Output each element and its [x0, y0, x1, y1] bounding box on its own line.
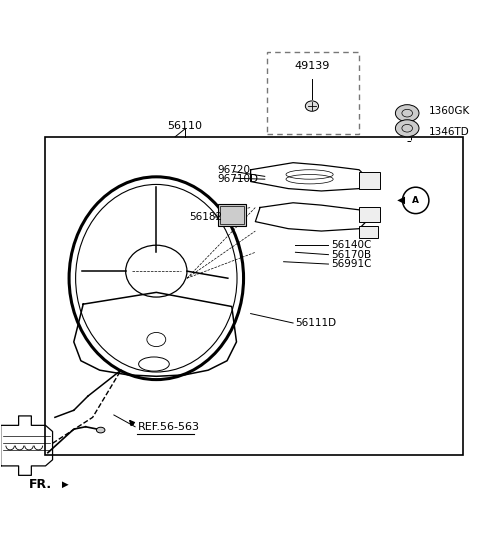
Text: 1346TD: 1346TD [429, 127, 469, 137]
Bar [267, 52, 359, 135]
Ellipse shape [305, 101, 319, 111]
Ellipse shape [396, 120, 419, 137]
Text: 56182: 56182 [189, 212, 222, 222]
Text: 49139: 49139 [294, 61, 330, 71]
Bar [359, 226, 378, 238]
Bar [46, 137, 463, 455]
Ellipse shape [96, 427, 105, 433]
Bar [359, 207, 380, 222]
Text: 56170B: 56170B [331, 249, 371, 260]
Text: 96710D: 96710D [217, 174, 259, 184]
Text: FR.: FR. [29, 478, 52, 491]
Text: 1360GK: 1360GK [429, 106, 470, 116]
Bar [220, 206, 243, 224]
Text: 56991C: 56991C [331, 259, 372, 269]
Text: 96720: 96720 [217, 165, 251, 174]
Ellipse shape [396, 104, 419, 121]
Text: 56110: 56110 [167, 121, 202, 131]
Bar [217, 203, 246, 226]
Text: 56111D: 56111D [295, 318, 336, 328]
Bar [359, 172, 380, 189]
Text: REF.56-563: REF.56-563 [137, 422, 200, 432]
Text: A: A [412, 196, 419, 205]
Text: 56140C: 56140C [331, 240, 371, 250]
